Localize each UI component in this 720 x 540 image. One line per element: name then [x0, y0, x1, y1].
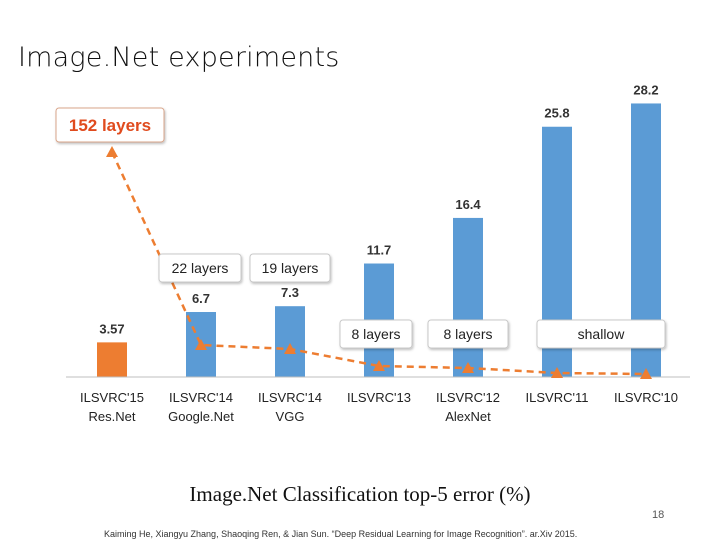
depth-marker [462, 362, 474, 373]
x-tick-sublabel: Google.Net [168, 409, 234, 424]
depth-label: 19 layers [262, 260, 319, 276]
depth-label-box [339, 319, 413, 349]
data-label: 16.4 [455, 197, 481, 212]
bar [453, 217, 483, 377]
bar [97, 342, 127, 377]
slide-title: Image.Net experiments [18, 42, 340, 73]
depth-label-box [158, 253, 242, 283]
depth-label-box [249, 253, 331, 283]
depth-marker [373, 360, 385, 371]
x-tick-label: ILSVRC'10 [614, 390, 678, 405]
depth-marker [195, 339, 207, 350]
x-tick-sublabel: Res.Net [89, 409, 136, 424]
bar [275, 306, 305, 377]
x-tick-sublabel: VGG [276, 409, 305, 424]
data-label: 28.2 [633, 82, 658, 97]
x-tick-label: ILSVRC'14 [258, 390, 322, 405]
depth-label: 8 layers [443, 326, 492, 342]
depth-label: 22 layers [172, 260, 229, 276]
citation: Kaiming He, Xiangyu Zhang, Shaoqing Ren,… [104, 529, 578, 539]
depth-label: 152 layers [69, 116, 151, 135]
data-label: 11.7 [367, 243, 392, 258]
x-tick-sublabel: AlexNet [445, 409, 491, 424]
chart-subtitle: Image.Net Classification top-5 error (%) [189, 482, 531, 506]
x-tick-label: ILSVRC'15 [80, 390, 144, 405]
x-tick-label: ILSVRC'13 [347, 390, 411, 405]
x-tick-label: ILSVRC'12 [436, 390, 500, 405]
data-label: 25.8 [544, 106, 569, 121]
depth-label-box [55, 107, 165, 143]
depth-label-box [536, 319, 666, 349]
depth-marker [551, 367, 563, 378]
depth-marker [284, 343, 296, 354]
depth-label-box [427, 319, 509, 349]
page-number: 18 [652, 509, 665, 521]
depth-marker [640, 368, 652, 379]
depth-marker [106, 146, 118, 157]
depth-label: shallow [578, 326, 626, 342]
x-tick-label: ILSVRC'11 [526, 390, 589, 405]
x-tick-label: ILSVRC'14 [169, 390, 233, 405]
data-label: 3.57 [99, 321, 124, 336]
depth-label: 8 layers [351, 326, 400, 342]
data-label: 6.7 [192, 291, 210, 306]
data-label: 7.3 [281, 285, 299, 300]
